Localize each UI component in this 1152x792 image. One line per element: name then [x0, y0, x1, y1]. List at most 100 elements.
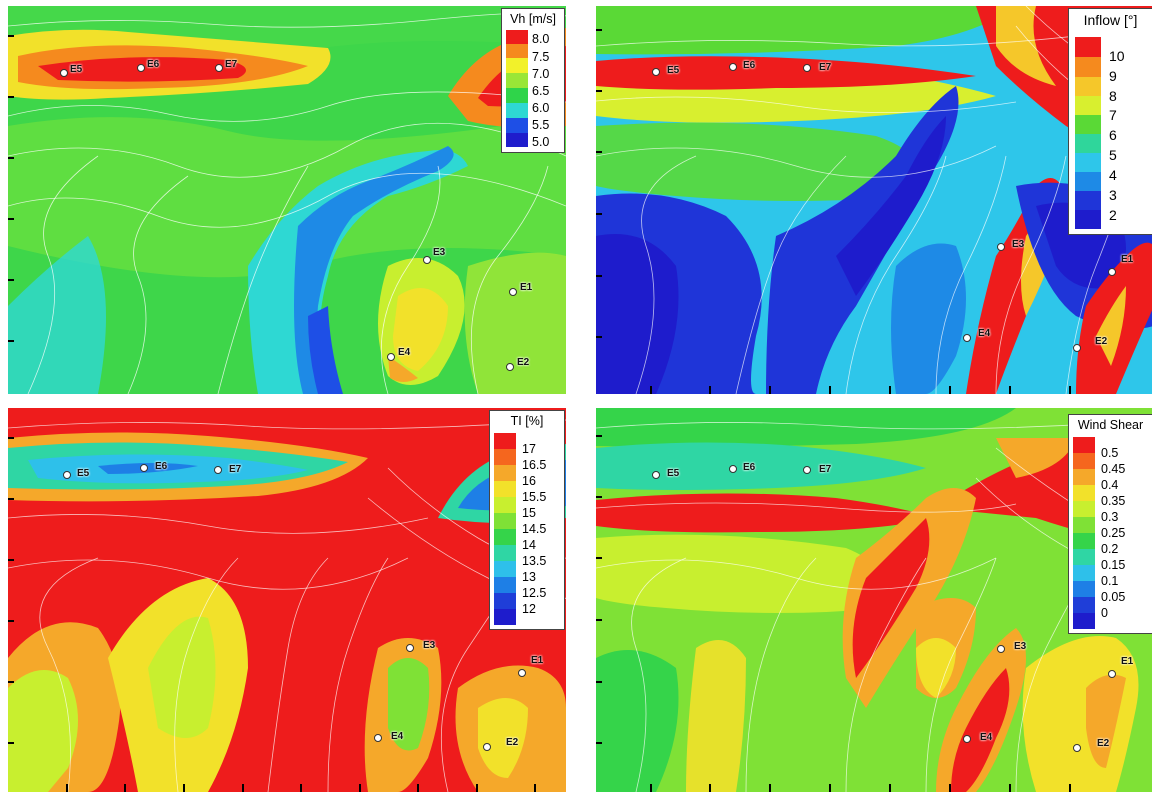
site-label: E4 [980, 732, 993, 743]
site-label: E3 [1012, 239, 1025, 250]
vh-legend-swatch-1 [506, 44, 528, 58]
shear-legend-swatch-4 [1073, 501, 1095, 517]
inflow-legend: Inflow [°] 10 9 8 7 6 5 4 3 2 [1068, 8, 1152, 235]
inflow-legend-title: Inflow [°] [1083, 12, 1138, 28]
ti-legend-title: TI [%] [510, 414, 544, 428]
shear-legend-label: 0.3 [1101, 510, 1119, 524]
site-marker [1073, 344, 1081, 352]
shear-legend-swatch-0 [1073, 437, 1095, 453]
ti-legend-swatch-7 [494, 545, 516, 561]
shear-legend-label: 0.4 [1101, 478, 1119, 492]
site-label: E5 [70, 64, 83, 75]
site-marker [63, 471, 71, 479]
vh-legend-title: Vh [m/s] [510, 12, 556, 26]
shear-legend-swatch-1 [1073, 453, 1095, 469]
ti-legend-label: 15 [522, 506, 536, 520]
inflow-legend-label: 4 [1109, 167, 1117, 183]
inflow-legend-swatch-7 [1075, 172, 1101, 191]
vh-legend-swatch-2 [506, 58, 528, 73]
site-marker [60, 69, 68, 77]
site-label: E2 [1097, 738, 1110, 749]
ti-legend-label: 14 [522, 538, 536, 552]
shear-legend-swatch-7 [1073, 549, 1095, 565]
ti-legend-label: 13 [522, 570, 536, 584]
ti-legend-swatch-2 [494, 465, 516, 481]
shear-legend-label: 0.2 [1101, 542, 1119, 556]
shear-legend-label: 0.05 [1101, 590, 1126, 604]
inflow-map-panel: Inflow [°] 10 9 8 7 6 5 4 3 2 E5 E6 E7 E… [596, 6, 1152, 394]
ti-legend-label: 15.5 [522, 490, 547, 504]
site-label: E6 [743, 462, 756, 473]
ti-contour-map [8, 408, 566, 792]
vh-legend-label: 7.5 [532, 50, 550, 64]
vh-legend-label: 5.0 [532, 135, 550, 149]
site-marker [140, 464, 148, 472]
ti-legend-swatch-6 [494, 529, 516, 545]
vh-legend-swatch-6 [506, 118, 528, 133]
site-marker [729, 465, 737, 473]
ti-legend-label: 16 [522, 474, 536, 488]
shear-legend-swatch-8 [1073, 565, 1095, 581]
site-label: E6 [743, 60, 756, 71]
shear-legend: Wind Shear 0.5 0.45 0.4 0.35 0.3 0.25 0.… [1068, 414, 1152, 634]
site-label: E2 [1095, 336, 1108, 347]
site-label: E4 [391, 731, 404, 742]
vh-legend-swatch-7 [506, 133, 528, 147]
shear-legend-swatch-9 [1073, 581, 1095, 597]
ti-legend-swatch-3 [494, 481, 516, 497]
site-label: E3 [1014, 641, 1027, 652]
shear-legend-label: 0.15 [1101, 558, 1126, 572]
inflow-legend-swatch-1 [1075, 57, 1101, 77]
inflow-legend-label: 2 [1109, 207, 1117, 223]
vh-legend-swatch-3 [506, 73, 528, 88]
site-marker [997, 243, 1005, 251]
inflow-legend-swatch-0 [1075, 37, 1101, 57]
shear-legend-swatch-3 [1073, 485, 1095, 501]
inflow-legend-label: 3 [1109, 187, 1117, 203]
vh-map-panel: Vh [m/s] 8.0 7.5 7.0 6.5 6.0 5.5 5.0 E5 … [8, 6, 566, 394]
shear-legend-swatch-5 [1073, 517, 1095, 533]
shear-legend-label: 0.1 [1101, 574, 1119, 588]
vh-legend: Vh [m/s] 8.0 7.5 7.0 6.5 6.0 5.5 5.0 [501, 8, 565, 153]
inflow-legend-label: 8 [1109, 88, 1117, 104]
inflow-legend-label: 9 [1109, 68, 1117, 84]
ti-legend-label: 12.5 [522, 586, 547, 600]
inflow-legend-label: 5 [1109, 147, 1117, 163]
site-marker [374, 734, 382, 742]
ti-legend-label: 13.5 [522, 554, 547, 568]
ti-legend-swatch-1 [494, 449, 516, 465]
site-marker [729, 63, 737, 71]
site-label: E2 [506, 737, 519, 748]
site-marker [1073, 744, 1081, 752]
vh-legend-label: 7.0 [532, 67, 550, 81]
site-label: E3 [433, 247, 446, 258]
inflow-legend-swatch-9 [1075, 210, 1101, 229]
shear-legend-label: 0 [1101, 606, 1108, 620]
site-marker [518, 669, 526, 677]
shear-legend-swatch-6 [1073, 533, 1095, 549]
shear-legend-title: Wind Shear [1077, 418, 1144, 432]
inflow-legend-swatch-3 [1075, 96, 1101, 115]
vh-legend-label: 6.5 [532, 84, 550, 98]
site-marker [997, 645, 1005, 653]
ti-legend-swatch-9 [494, 577, 516, 593]
site-marker [803, 64, 811, 72]
ti-legend-label: 14.5 [522, 522, 547, 536]
site-marker [406, 644, 414, 652]
shear-legend-label: 0.35 [1101, 494, 1126, 508]
site-marker [652, 68, 660, 76]
ti-map-panel: TI [%] 17 16.5 16 15.5 15 14.5 14 13.5 1… [8, 408, 566, 792]
ti-legend-label: 12 [522, 602, 536, 616]
ti-legend-label: 17 [522, 442, 536, 456]
inflow-legend-label: 10 [1109, 48, 1125, 64]
vh-legend-swatch-4 [506, 88, 528, 103]
site-label: E5 [667, 468, 680, 479]
ti-legend: TI [%] 17 16.5 16 15.5 15 14.5 14 13.5 1… [489, 410, 565, 630]
ti-legend-label: 16.5 [522, 458, 547, 472]
ti-legend-swatch-8 [494, 561, 516, 577]
ti-legend-swatch-10 [494, 593, 516, 609]
site-marker [483, 743, 491, 751]
site-marker [214, 466, 222, 474]
site-label: E6 [147, 59, 160, 70]
vh-legend-swatch-5 [506, 103, 528, 118]
